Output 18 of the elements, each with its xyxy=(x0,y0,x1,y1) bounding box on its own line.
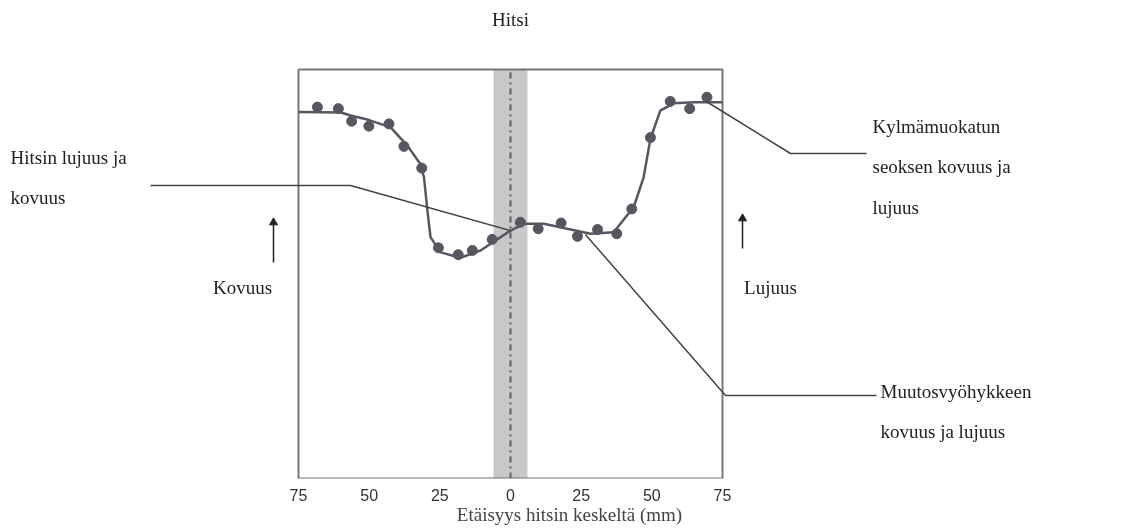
point xyxy=(684,103,696,115)
y2-axis-title: Lujuus xyxy=(744,277,797,298)
point xyxy=(363,120,375,132)
x-tick-label: 50 xyxy=(642,486,661,504)
band-label: Hitsi xyxy=(492,8,529,30)
point xyxy=(571,230,583,242)
x-tick-label: 25 xyxy=(572,486,591,504)
annotation: Kylmämuokatun seoksen kovuus ja lujuus xyxy=(872,115,1012,219)
point xyxy=(346,115,358,127)
annotation: Muutosvyöhykkeen kovuus ja lujuus xyxy=(880,380,1032,443)
y-axis-title: Kovuus xyxy=(212,277,273,298)
x-tick-label: 0 xyxy=(506,486,516,504)
x-tick-label: 50 xyxy=(360,486,379,504)
x-axis-title: Etäisyys hitsin keskeltä (mm) xyxy=(456,503,683,526)
x-tick-label: 75 xyxy=(713,486,732,504)
x-tick-label: 25 xyxy=(430,486,449,504)
annotation: Hitsin lujuus ja kovuus xyxy=(10,146,128,209)
x-tick-label: 75 xyxy=(289,486,308,504)
